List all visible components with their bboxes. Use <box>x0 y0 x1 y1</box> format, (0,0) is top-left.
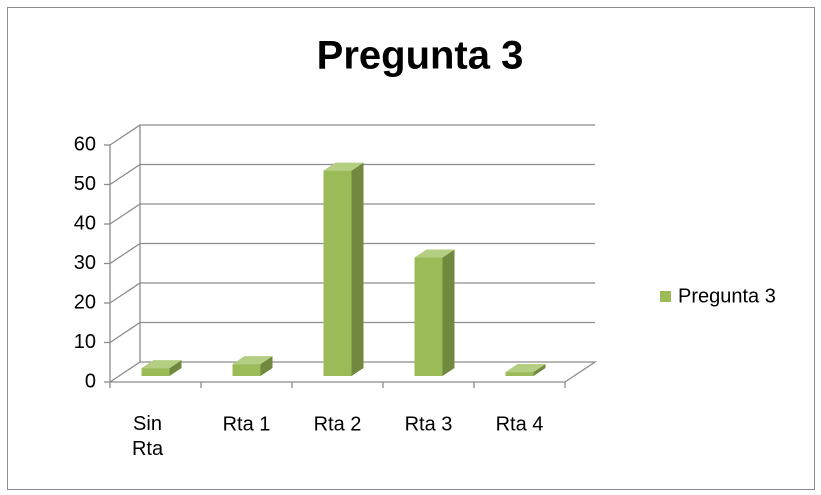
bar-top <box>323 162 364 171</box>
y-tick-label: 0 <box>85 370 96 392</box>
bar <box>323 170 352 376</box>
x-tick-label-line: Rta <box>132 438 164 460</box>
bar-top <box>141 360 182 369</box>
chart-border <box>7 7 815 490</box>
x-tick-label: Rta 3 <box>405 413 453 435</box>
bar-side <box>533 364 546 376</box>
x-tick-label: Rta 4 <box>496 413 544 435</box>
legend-swatch <box>660 291 671 302</box>
x-tick-label: Sin Rta <box>132 413 164 460</box>
bar-side <box>260 356 273 376</box>
bar-top <box>505 364 546 373</box>
x-tick-label: Rta 2 <box>314 413 362 435</box>
y-tick-label: 20 <box>74 291 96 313</box>
bar-side <box>442 249 455 376</box>
bar-side <box>351 162 364 376</box>
bar <box>141 368 170 376</box>
y-tick-label: 30 <box>74 252 96 274</box>
y-tick-label: 50 <box>74 173 96 195</box>
chart-title: Pregunta 3 <box>317 34 524 78</box>
grid-line <box>109 361 598 383</box>
x-tick-label-part: Sin Rta <box>132 413 164 460</box>
bar <box>232 364 261 376</box>
bar <box>414 257 443 376</box>
y-tick-label: 60 <box>74 133 96 155</box>
bar <box>505 372 534 376</box>
legend-label: Pregunta 3 <box>678 285 776 307</box>
bar-side <box>169 360 182 376</box>
y-tick-label: 40 <box>74 212 96 234</box>
x-tick-label-line: Sin <box>133 413 162 435</box>
bar-top <box>414 249 455 258</box>
y-tick-label: 10 <box>74 331 96 353</box>
bar-top <box>232 356 273 365</box>
x-tick-label: Rta 1 <box>223 413 271 435</box>
